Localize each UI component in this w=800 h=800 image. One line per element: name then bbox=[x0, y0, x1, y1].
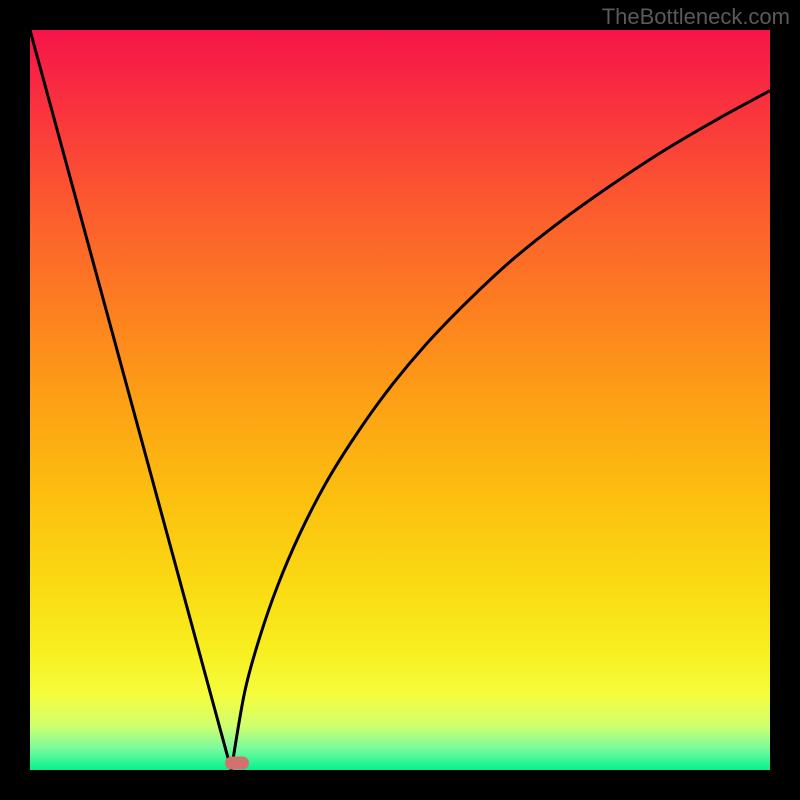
curve-layer bbox=[30, 30, 770, 770]
watermark-text: TheBottleneck.com bbox=[602, 4, 790, 30]
vertex-marker bbox=[225, 756, 249, 769]
curve-right-branch bbox=[231, 91, 770, 770]
chart-container: TheBottleneck.com bbox=[0, 0, 800, 800]
curve-left-branch bbox=[30, 30, 231, 770]
plot-area bbox=[30, 30, 770, 770]
